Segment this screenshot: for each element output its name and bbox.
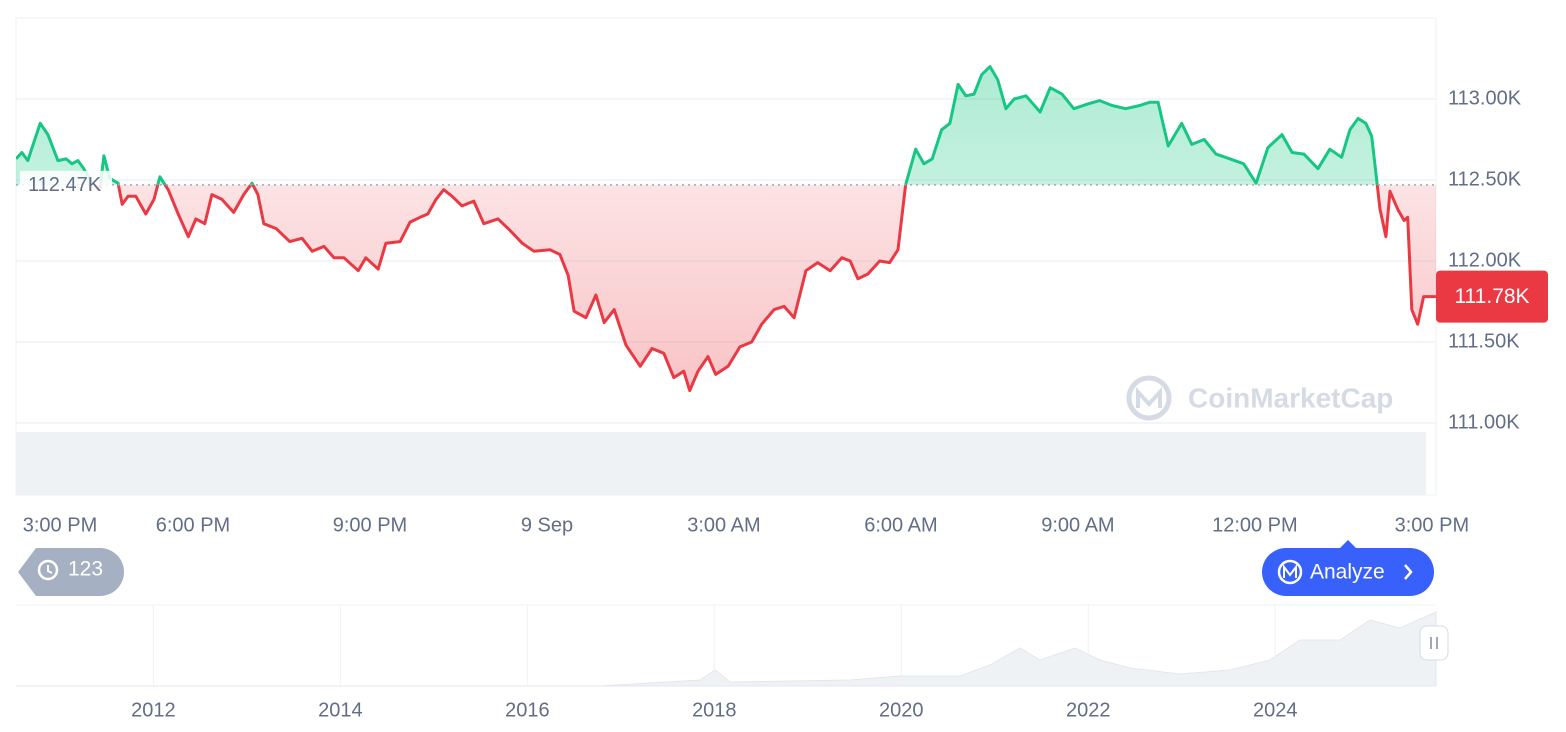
y-tick-label: 112.00K [1448, 249, 1522, 271]
line-down [91, 184, 1436, 393]
button-label: Analyze [1310, 561, 1385, 584]
button-chevron [1404, 564, 1413, 580]
history-badge[interactable]: 123 [18, 548, 124, 596]
history-count: 123 [68, 558, 103, 581]
baseline-label: 112.47K [28, 174, 102, 196]
navigator-tick-label: 2012 [131, 699, 176, 721]
watermark: CoinMarketCap [1126, 375, 1393, 421]
x-tick-label: 12:00 PM [1212, 514, 1298, 536]
area-up [16, 66, 1436, 185]
navigator-tick-label: 2024 [1253, 699, 1298, 721]
x-tick-label: 9 Sep [521, 514, 573, 536]
x-tick-label: 3:00 AM [687, 514, 760, 536]
x-tick-label: 6:00 AM [864, 514, 937, 536]
navigator-area [16, 611, 1437, 687]
clock-hands [47, 565, 53, 574]
navigator-handle[interactable] [1419, 625, 1449, 661]
analyze-button[interactable]: Analyze [1262, 540, 1434, 596]
y-tick-label: 111.00K [1448, 411, 1520, 433]
navigator-tick-label: 2022 [1066, 699, 1111, 721]
x-tick-label: 9:00 PM [333, 514, 407, 536]
navigator-tick-label: 2020 [879, 699, 924, 721]
navigator-tick-label: 2018 [692, 699, 737, 721]
button-pointer [1340, 540, 1356, 548]
button-icon [1277, 559, 1303, 585]
x-tick-label: 9:00 AM [1041, 514, 1114, 536]
y-tick-label: 112.50K [1448, 168, 1522, 190]
x-tick-label: 3:00 PM [1395, 514, 1469, 536]
price-tag-label: 111.78K [1454, 285, 1529, 308]
x-tick-label: 3:00 PM [23, 514, 97, 536]
badge-shape [18, 548, 124, 596]
volume-area [16, 432, 1426, 495]
button-shape [1262, 548, 1434, 596]
navigator-tick-label: 2016 [505, 699, 550, 721]
y-tick-label: 111.50K [1448, 330, 1520, 352]
button-icon [1283, 564, 1297, 578]
navigator-tick-label: 2014 [318, 699, 363, 721]
clock-icon [37, 559, 59, 581]
price-tag [1436, 270, 1548, 323]
y-tick-label: 113.00K [1448, 87, 1522, 109]
line-up [16, 65, 1379, 185]
watermark-text: CoinMarketCap [1188, 382, 1393, 413]
baseline-label-bg [20, 170, 112, 197]
area-down [94, 184, 1436, 391]
x-tick-label: 6:00 PM [156, 514, 230, 536]
